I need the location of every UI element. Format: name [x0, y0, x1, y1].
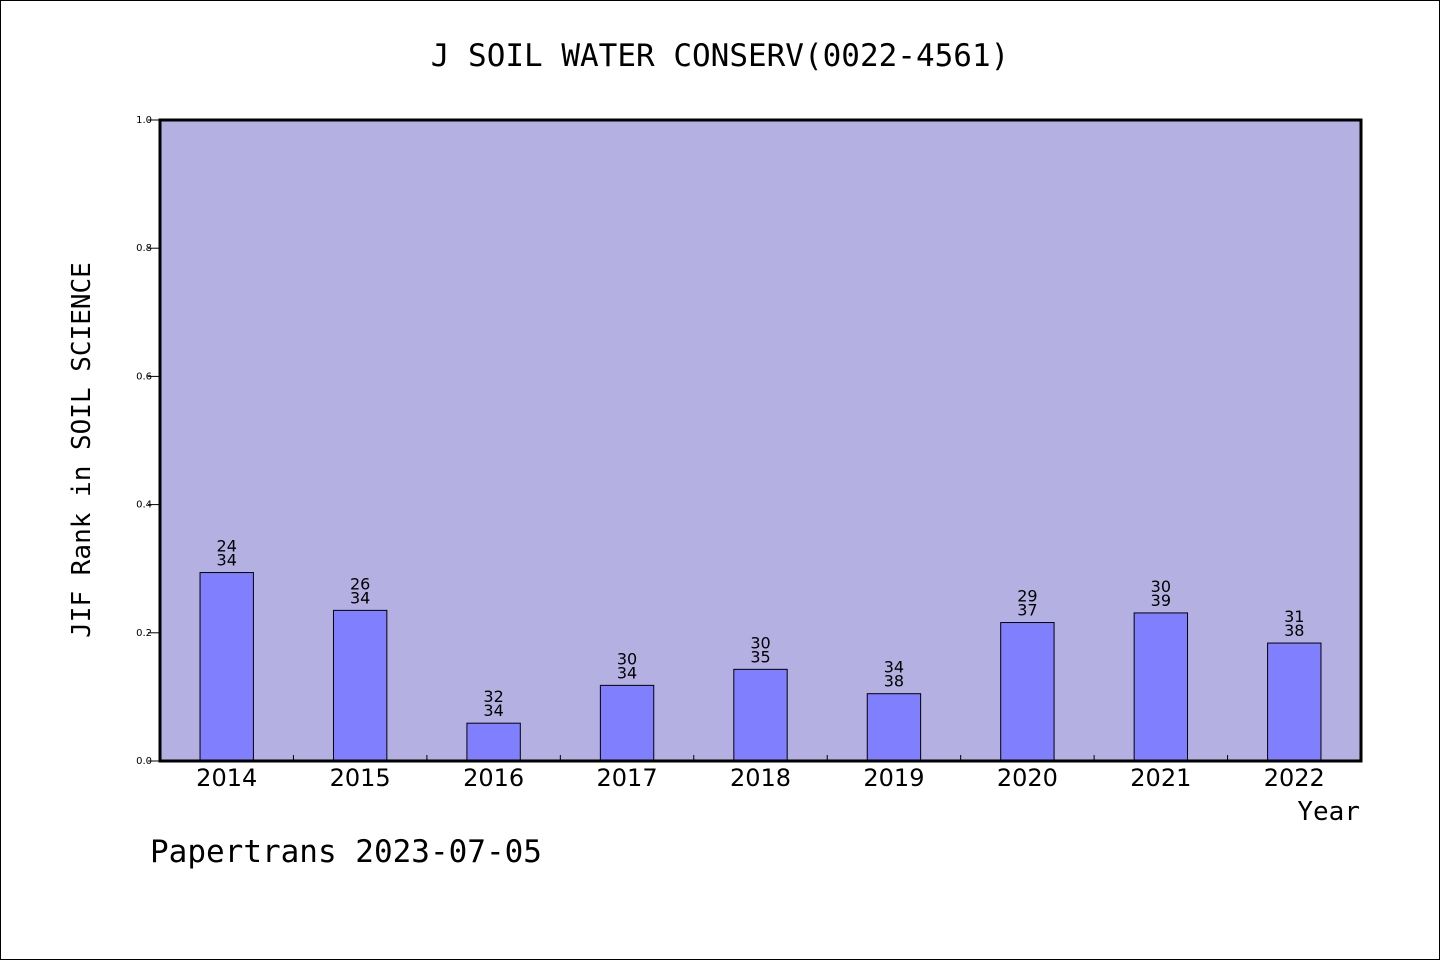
bar — [466, 722, 521, 762]
bar-total-label: 37 — [1017, 601, 1037, 620]
x-tick-label: 2017 — [597, 764, 658, 792]
bar-total-label: 38 — [884, 672, 904, 691]
x-axis-label: Year — [1297, 797, 1360, 827]
bar-total-label: 39 — [1151, 591, 1171, 610]
bar-rank-label: 30 — [617, 649, 637, 668]
bar — [733, 668, 788, 762]
x-tick-label: 2015 — [330, 764, 391, 792]
y-tick-label: 0.4 — [136, 500, 152, 511]
x-tick-label: 2022 — [1264, 764, 1325, 792]
bar-total-label: 34 — [483, 701, 503, 720]
bar-total-label: 34 — [350, 588, 370, 607]
y-axis: 0.0 0.2 0.4 0.6 0.8 1.0 — [136, 115, 160, 767]
bar — [599, 684, 655, 762]
x-axis: 2014 2015 2016 2017 2018 2019 2020 2021 2022 — [196, 755, 1325, 792]
x-tick-label: 2018 — [730, 764, 791, 792]
bar-rank-label: 32 — [483, 687, 503, 706]
bar — [332, 609, 388, 762]
bar-rank-label: 31 — [1284, 607, 1304, 626]
bar — [1267, 642, 1322, 762]
y-tick-label: 1.0 — [136, 115, 152, 126]
x-tick-label: 2019 — [863, 764, 924, 792]
bar-rank-label: 26 — [350, 574, 370, 593]
y-axis-label: JIF Rank in SOIL SCIENCE — [67, 262, 97, 638]
x-tick-label: 2014 — [196, 764, 257, 792]
x-tick-label: 2020 — [997, 764, 1058, 792]
bar-total-label: 34 — [217, 551, 237, 570]
x-tick-label: 2021 — [1130, 764, 1191, 792]
footer-text: Papertrans 2023-07-05 — [150, 834, 542, 870]
bar-rank-label: 30 — [1151, 577, 1171, 596]
bar-rank-label: 29 — [1017, 587, 1037, 606]
plot-border — [158, 118, 1363, 763]
bar-total-label: 38 — [1284, 621, 1304, 640]
bar-total-label: 34 — [617, 663, 637, 682]
bar — [199, 572, 254, 762]
y-tick-label: 0.8 — [136, 243, 152, 254]
y-tick-label: 0.0 — [136, 756, 152, 767]
y-tick-label: 0.2 — [136, 628, 152, 639]
bars — [199, 572, 1322, 762]
bar-rank-label: 24 — [217, 537, 237, 556]
bar-rank-label: 30 — [750, 633, 770, 652]
bar-rank-label: 34 — [884, 658, 904, 677]
bar — [866, 693, 922, 762]
bar — [1000, 622, 1055, 762]
bar — [1133, 612, 1189, 762]
bar-total-label: 35 — [750, 647, 770, 666]
chart-title: J SOIL WATER CONSERV(0022-4561) — [431, 38, 1010, 74]
x-tick-label: 2016 — [463, 764, 524, 792]
y-tick-label: 0.6 — [136, 371, 152, 382]
